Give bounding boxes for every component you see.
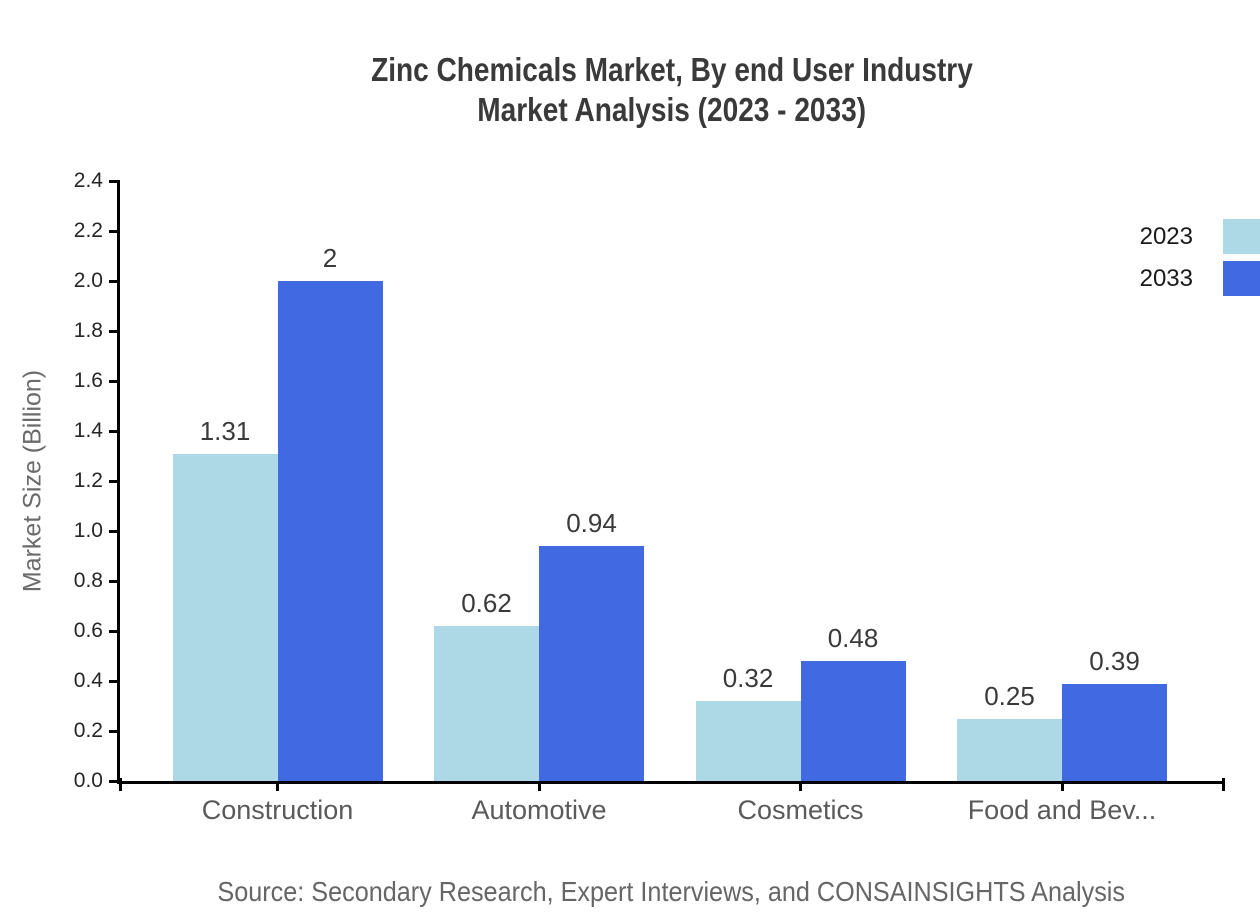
y-tick (109, 429, 120, 433)
x-tick (537, 778, 541, 791)
y-tick-label: 1.2 (73, 469, 103, 492)
chart-title-row: Market Analysis (2023 - 2033) (120, 90, 1223, 130)
x-tick (799, 778, 802, 791)
y-tick-label: 0.8 (73, 569, 103, 592)
x-category-label: Automotive (471, 795, 607, 825)
y-tick-label: 0.0 (73, 769, 103, 792)
legend: 2023 2033 (1140, 219, 1260, 303)
bar-value-label: 0.48 (827, 623, 879, 653)
source-note-text: Source: Secondary Research, Expert Inter… (217, 876, 1126, 907)
x-tick (276, 778, 279, 791)
y-tick-label: 1.4 (73, 419, 103, 442)
y-tick (109, 279, 120, 283)
bar-2033-3 (1062, 683, 1167, 781)
x-axis-end-tick (1221, 778, 1225, 791)
bar-2033-0 (277, 281, 383, 781)
bar-value-label: 0.39 (1089, 645, 1140, 676)
x-category-label: Food and Bev... (967, 795, 1157, 825)
chart-title: Zinc Chemicals Market, By end User Indus… (120, 50, 1223, 130)
y-tick (109, 329, 120, 333)
y-tick (109, 529, 120, 533)
y-tick (109, 229, 120, 233)
y-axis-title: Market Size (Billion) (18, 369, 47, 593)
legend-swatch (1223, 261, 1260, 296)
chart-title-line1: Zinc Chemicals Market, By end User Indus… (370, 51, 973, 88)
bar-2033-1 (539, 546, 644, 781)
y-tick-label: 1.6 (73, 369, 103, 392)
legend-label: 2023 (1139, 222, 1193, 250)
y-tick-label: 1.0 (73, 519, 103, 542)
source-note: Source: Secondary Research, Expert Inter… (120, 876, 1223, 908)
y-tick (109, 729, 120, 733)
y-tick-label: 2.2 (73, 219, 103, 242)
chart-title-row: Zinc Chemicals Market, By end User Indus… (120, 50, 1223, 90)
y-tick-label: 1.8 (73, 319, 103, 342)
x-category-label: Cosmetics (737, 795, 864, 825)
bar-2023-2 (695, 701, 801, 781)
legend-item: 2023 (1140, 219, 1260, 254)
y-tick-label: 0.6 (73, 619, 103, 642)
y-tick (109, 379, 120, 383)
bar-2023-1 (434, 626, 539, 781)
legend-swatch (1223, 219, 1260, 254)
y-tick-label: 0.2 (73, 719, 103, 742)
x-tick (1060, 778, 1064, 791)
y-tick (109, 479, 120, 483)
legend-label: 2033 (1139, 264, 1193, 292)
y-tick (109, 629, 120, 633)
bar-value-label: 0.32 (722, 663, 774, 693)
y-tick (109, 179, 120, 183)
y-tick (109, 679, 120, 683)
chart-title-line2: Market Analysis (2023 - 2033) (477, 91, 866, 128)
bar-2023-3 (957, 718, 1062, 781)
legend-item: 2033 (1140, 261, 1260, 296)
bar-value-label: 0.25 (984, 680, 1035, 711)
x-category-label: Construction (201, 795, 354, 825)
y-tick (109, 779, 120, 783)
y-tick-label: 0.4 (73, 669, 103, 692)
plot-area: 0.0 0.2 0.4 0.6 0.8 1.0 1.2 1.4 1.6 1.8 2.0 2.2 2.4 C… (74, 169, 1225, 825)
y-tick-label: 2.4 (73, 169, 103, 192)
y-tick-label: 2.0 (73, 269, 103, 292)
bar-value-label: 2 (322, 243, 338, 273)
bar-2033-2 (800, 661, 906, 781)
bar-value-label: 1.31 (199, 415, 251, 446)
bar-2023-0 (172, 453, 278, 781)
x-axis-end-tick (118, 778, 122, 791)
bar-value-label: 0.94 (566, 508, 617, 538)
bar-value-label: 0.62 (461, 588, 512, 618)
y-tick (109, 579, 120, 583)
